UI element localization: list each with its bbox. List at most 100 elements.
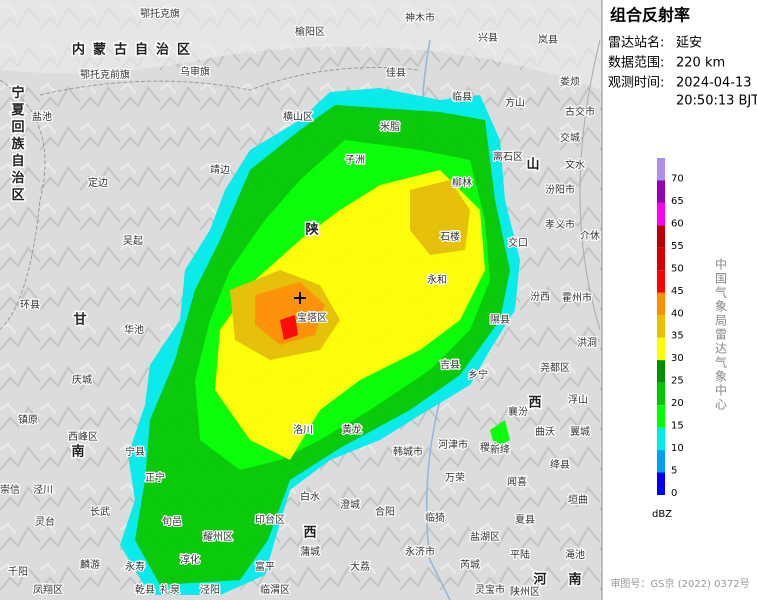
place-label: 尧都区 (540, 361, 570, 374)
place-label: 介休 (580, 230, 600, 242)
legend-cell (657, 337, 665, 361)
place-label: 子洲 (345, 154, 365, 166)
place-label: 泾川 (33, 483, 53, 496)
place-label: 交城 (560, 131, 580, 144)
legend-label: 50 (671, 263, 684, 274)
place-label: 横山区 (283, 110, 313, 123)
place-label: 垣曲 (568, 494, 588, 506)
place-label: 万荣 (445, 472, 465, 484)
place-label: 洪洞 (577, 337, 597, 349)
place-label: 淳化 (180, 553, 200, 566)
region-label: 西 (528, 396, 541, 411)
place-label: 长武 (90, 505, 110, 518)
place-label: 吉县 (440, 359, 460, 371)
place-label: 兴县 (478, 32, 498, 44)
place-label: 石楼 (440, 230, 460, 243)
place-label: 合阳 (375, 505, 395, 518)
place-label: 临县 (452, 90, 472, 103)
field-label: 雷达站名: (608, 35, 664, 51)
place-label: 岚县 (538, 34, 558, 46)
place-label: 礼泉 (160, 583, 180, 596)
region-label: 山 (526, 157, 539, 173)
legend-cell (657, 450, 665, 473)
field-value: 延安 (676, 36, 702, 51)
region-label: 河 (533, 572, 546, 588)
place-label: 浮山 (568, 394, 588, 406)
info-panel: 组合反射率 雷达站名: 延安 数据范围: 220 km 观测时间: 2024-0… (608, 6, 757, 591)
region-label: 南 (71, 444, 84, 460)
region-label: 甘 (73, 312, 86, 328)
place-label: 蒲城 (300, 545, 320, 558)
place-label: 庆城 (72, 373, 92, 386)
place-label: 陕州区 (510, 585, 540, 598)
field-label: 观测时间: (608, 76, 664, 91)
place-label: 西峰区 (68, 431, 98, 443)
place-label: 乾县 (135, 583, 155, 596)
region-label: 宁夏回族自治区 (9, 85, 26, 205)
legend-label: 45 (671, 286, 684, 297)
place-label: 华池 (124, 323, 144, 336)
place-label: 耀州区 (203, 531, 233, 543)
place-label: 河津市 (438, 438, 468, 451)
place-label: 方山 (505, 96, 525, 109)
place-label: 平陆 (510, 548, 530, 561)
legend-label: 25 (671, 376, 684, 387)
place-label: 洛川 (293, 423, 313, 436)
legend-cell (657, 382, 665, 406)
place-label: 渑池 (565, 548, 585, 561)
legend-cell (657, 315, 665, 338)
place-label: 夏县 (515, 514, 535, 526)
place-label: 千阳 (8, 566, 28, 578)
place-label: 鄂托克旗 (140, 7, 180, 20)
legend-cell (657, 292, 665, 316)
place-label: 永济市 (405, 545, 435, 558)
place-label: 鄂托克前旗 (80, 68, 130, 81)
field-value: 220 km (676, 56, 725, 71)
legend-label: 0 (671, 488, 677, 499)
place-label: 乡宁 (468, 368, 488, 381)
legend-cell (657, 427, 665, 451)
place-label: 交口 (508, 236, 528, 249)
place-label: 稷山 (480, 442, 500, 454)
place-label: 文水 (565, 158, 585, 171)
place-label: 黄龙 (342, 423, 362, 436)
place-label: 绛县 (550, 458, 570, 471)
place-label: 隰县 (490, 314, 510, 326)
legend-unit: dBZ (652, 509, 672, 520)
region-label: 内蒙古自治区 (72, 42, 198, 58)
place-label: 旬邑 (162, 515, 182, 528)
legend-label: 5 (671, 466, 677, 477)
place-label: 印台区 (255, 513, 285, 526)
place-label: 临渭区 (260, 583, 290, 596)
place-label: 韩城市 (393, 445, 423, 458)
legend-cell (657, 180, 665, 203)
legend-cell (657, 225, 665, 248)
place-label: 神木市 (405, 11, 435, 24)
region-label: 西 (303, 526, 316, 541)
radar-site (294, 292, 306, 304)
place-label: 新绛 (490, 443, 510, 456)
place-label: 米脂 (380, 120, 400, 133)
legend-label: 35 (671, 331, 684, 342)
place-label: 孝义市 (545, 218, 575, 231)
legend-label: 30 (671, 353, 684, 364)
legend-cell (657, 270, 665, 293)
place-label: 曲沃 (535, 426, 555, 438)
place-label: 镇原 (18, 413, 38, 426)
place-label: 永寿 (125, 560, 145, 573)
place-label: 柳林 (452, 176, 472, 189)
place-label: 翼城 (570, 426, 590, 438)
place-label: 定边 (88, 176, 108, 189)
place-label: 乌审旗 (180, 65, 210, 78)
place-label: 宝塔区 (297, 311, 327, 324)
place-label: 白水 (300, 490, 320, 503)
legend-label: 65 (671, 196, 684, 207)
legend-label: 55 (671, 241, 684, 252)
place-label: 榆阳区 (295, 25, 325, 38)
place-label: 崇信 (0, 484, 20, 496)
field-value: 20:50:13 BJT (676, 94, 757, 109)
credit: 中国气象局雷达气象中心 (714, 257, 728, 412)
place-label: 古交市 (565, 105, 595, 118)
legend-cell (657, 472, 665, 495)
